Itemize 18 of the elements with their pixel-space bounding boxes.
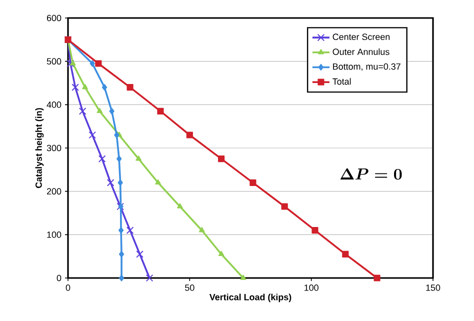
y-axis-title: Catalyst height (in) (35, 108, 44, 188)
y-tick-label: 0 (56, 274, 62, 282)
y-tick-label: 200 (46, 188, 62, 195)
legend-label: Total (332, 78, 351, 85)
x-axis-title: Vertical Load (kips) (209, 294, 292, 302)
legend-label: Bottom, mu=0.37 (333, 63, 400, 71)
y-tick-label: 500 (46, 58, 62, 65)
y-tick-label: 300 (46, 144, 62, 152)
annotation: $\Delta P = 0$ (340, 168, 402, 180)
legend-label: Center Screen (332, 34, 390, 40)
x-tick-label: 0 (66, 284, 70, 291)
y-tick-label: 400 (46, 101, 62, 108)
legend-label: Outer Annulus (332, 48, 390, 55)
y-tick-label: 100 (47, 231, 62, 238)
x-tick-label: 100 (304, 284, 318, 291)
y-tick-label: 600 (46, 14, 62, 22)
x-tick-label: 50 (185, 284, 194, 291)
x-tick-label: 150 (426, 284, 440, 291)
